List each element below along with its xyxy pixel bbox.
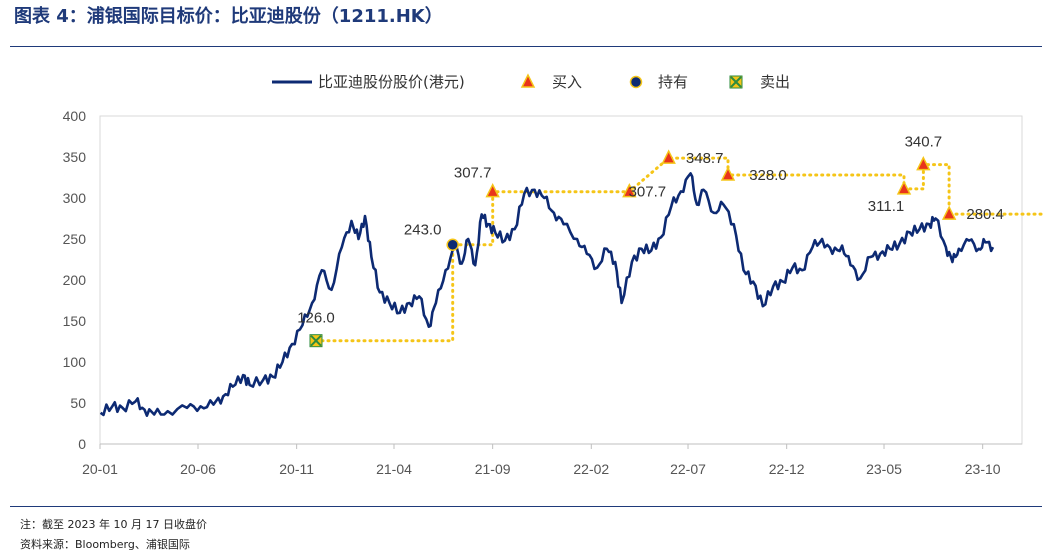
legend-buy-swatch <box>520 73 536 88</box>
y-tick-label: 0 <box>78 436 86 452</box>
rating-value-label: 280.4 <box>966 206 1004 223</box>
y-tick-label: 250 <box>63 231 87 247</box>
y-tick-label: 100 <box>63 354 87 370</box>
y-tick-label: 300 <box>63 190 87 206</box>
x-tick-label: 22-12 <box>769 461 805 477</box>
buy-marker <box>622 183 637 198</box>
x-tick-label: 21-09 <box>475 461 511 477</box>
y-tick-label: 400 <box>63 108 87 124</box>
rating-value-label: 348.7 <box>686 150 724 167</box>
buy-marker <box>896 180 912 195</box>
legend-label: 比亚迪股份股价(港元) <box>318 73 465 91</box>
rating-value-label: 307.7 <box>629 184 667 201</box>
y-tick-label: 350 <box>63 149 87 165</box>
buy-marker <box>485 183 500 198</box>
legend-label: 持有 <box>658 73 688 91</box>
y-tick-label: 150 <box>63 313 87 329</box>
x-tick-label: 23-05 <box>866 461 902 477</box>
legend-label: 卖出 <box>760 73 790 91</box>
rating-value-label: 340.7 <box>905 134 943 151</box>
top-rule <box>10 46 1042 47</box>
plot-frame <box>99 115 1023 445</box>
sell-marker-cross <box>310 334 322 347</box>
rating-value-label: 243.0 <box>404 222 442 239</box>
bottom-rule <box>10 506 1042 507</box>
x-tick-label: 20-06 <box>180 461 216 477</box>
y-tick-label: 50 <box>70 395 86 411</box>
x-tick-label: 20-11 <box>279 461 314 477</box>
legend-hold-swatch <box>629 75 643 89</box>
x-tick-label: 23-10 <box>965 461 1001 477</box>
buy-marker <box>916 155 931 171</box>
buy-marker <box>661 149 676 164</box>
y-tick-label: 200 <box>63 272 87 288</box>
price-series-line <box>99 172 995 418</box>
legend-label: 买入 <box>552 73 582 91</box>
source-note: 资料来源：Bloomberg、浦银国际 <box>20 538 190 551</box>
rating-value-label: 126.0 <box>297 310 335 327</box>
date-note: 注：截至 2023 年 10 月 17 日收盘价 <box>20 518 207 531</box>
figure-title: 图表 4：浦银国际目标价：比亚迪股份（1211.HK） <box>14 6 443 27</box>
x-tick-label: 22-02 <box>573 461 609 477</box>
hold-marker <box>446 238 459 251</box>
rating-value-label: 311.1 <box>868 198 904 215</box>
x-tick-label: 20-01 <box>82 461 118 477</box>
rating-value-label: 328.0 <box>749 167 787 184</box>
x-tick-label: 21-04 <box>376 461 412 477</box>
legend-sell-cross <box>730 76 742 88</box>
buy-marker <box>720 166 736 181</box>
rating-value-label: 307.7 <box>454 165 492 182</box>
x-tick-label: 22-07 <box>670 461 706 477</box>
buy-marker <box>941 205 957 220</box>
